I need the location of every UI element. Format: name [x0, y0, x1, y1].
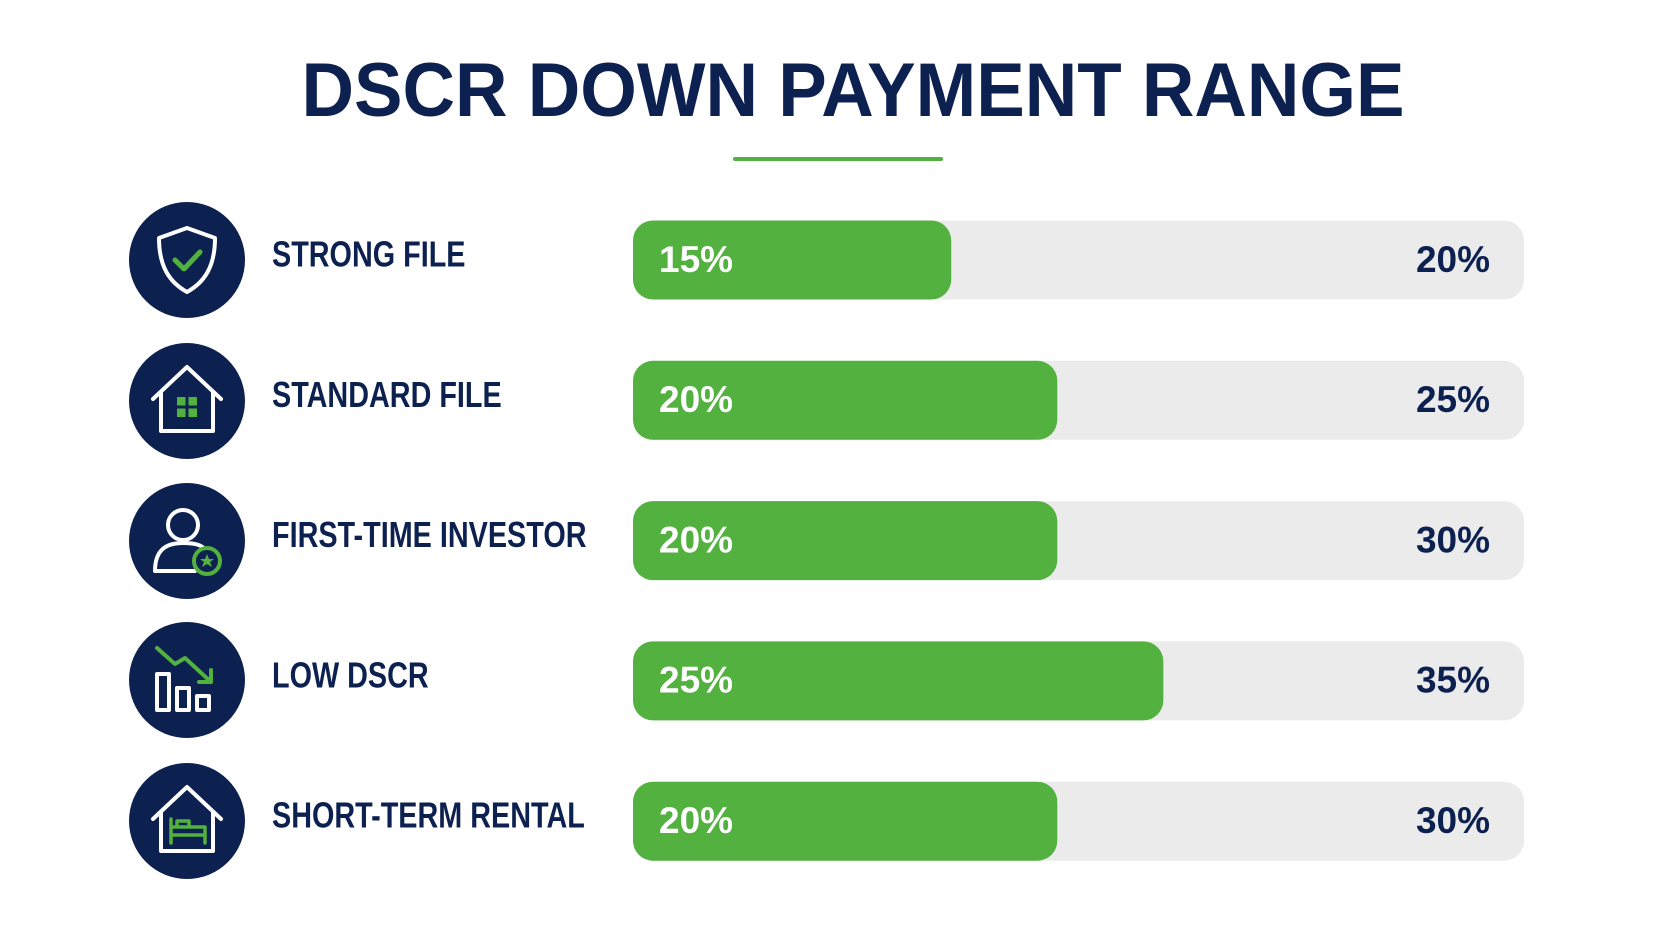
bar	[633, 220, 952, 300]
bar	[633, 360, 1058, 440]
category-label: LOW DSCR	[272, 654, 429, 695]
max-value-label: 30%	[1416, 800, 1490, 841]
category-label: STRONG FILE	[272, 233, 465, 274]
category-label: SHORT-TERM RENTAL	[272, 795, 585, 836]
bar	[633, 781, 1058, 861]
rental-icon	[129, 763, 245, 879]
value-label: 20%	[659, 800, 733, 841]
max-value-label: 30%	[1416, 519, 1490, 560]
category-label: FIRST-TIME INVESTOR	[272, 514, 586, 555]
value-label: 20%	[659, 379, 733, 420]
value-label: 15%	[659, 239, 733, 280]
bar	[633, 641, 1164, 721]
chart-title: DSCR DOWN PAYMENT RANGE	[302, 48, 1405, 133]
value-label: 20%	[659, 519, 733, 560]
bar	[633, 501, 1058, 581]
max-value-label: 20%	[1416, 239, 1490, 280]
low-dscr-icon	[129, 622, 245, 738]
max-value-label: 25%	[1416, 379, 1490, 420]
shield-icon	[129, 202, 245, 318]
category-label: STANDARD FILE	[272, 374, 502, 415]
icons	[129, 202, 245, 879]
investor-icon	[129, 483, 245, 599]
value-label: 25%	[659, 660, 733, 701]
max-value-label: 35%	[1416, 660, 1490, 701]
house-icon	[129, 343, 245, 459]
